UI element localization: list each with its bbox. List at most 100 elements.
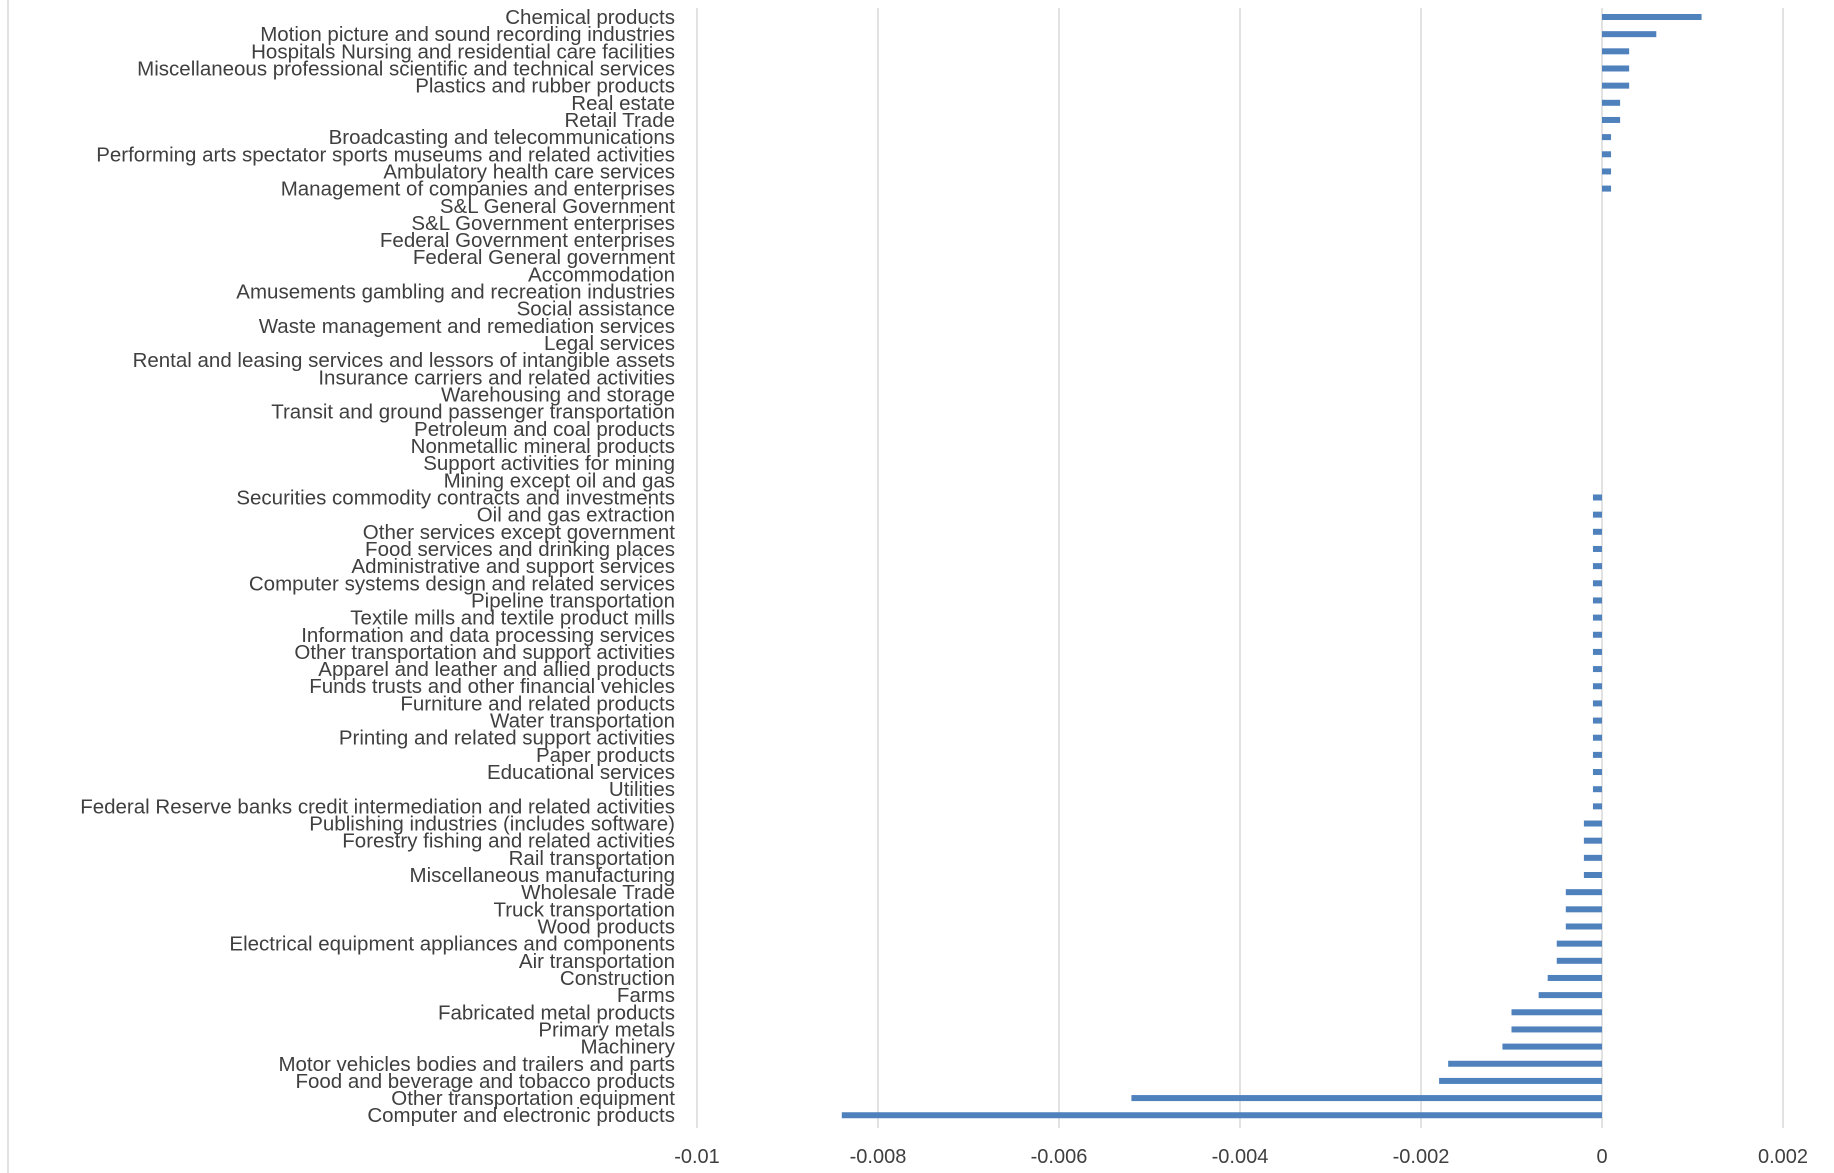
category-label: Water transportation (490, 710, 675, 733)
bar (1602, 99, 1621, 106)
bar (1592, 563, 1602, 570)
bar (1592, 511, 1602, 518)
category-label: Hospitals Nursing and residential care f… (251, 40, 675, 63)
category-label: Plastics and rubber products (415, 75, 675, 98)
bar (1592, 803, 1602, 810)
x-tick-label: -0.004 (1212, 1146, 1269, 1168)
category-label: Electrical equipment appliances and comp… (229, 933, 675, 956)
x-axis-tick-labels: -0.01 -0.008 -0.006 -0.004 -0.002 0 0.002 (674, 1146, 1808, 1168)
bar (1592, 494, 1602, 501)
bar (1538, 992, 1602, 999)
category-label: Chemical products (505, 6, 675, 29)
category-label: Motion picture and sound recording indus… (260, 23, 675, 46)
category-label: Rail transportation (509, 847, 675, 870)
bar (1592, 614, 1602, 621)
x-tick-label: 0.002 (1758, 1146, 1808, 1168)
category-label: Social assistance (517, 298, 675, 321)
category-label: Other transportation equipment (391, 1087, 675, 1110)
category-label: Warehousing and storage (441, 384, 675, 407)
bar (1592, 734, 1602, 741)
bar (1602, 185, 1612, 192)
category-label: Legal services (544, 332, 675, 355)
category-label: Amusements gambling and recreation indus… (236, 281, 675, 304)
bar (1583, 837, 1602, 844)
category-label: Primary metals (538, 1018, 675, 1041)
bar (1602, 168, 1612, 175)
category-label: Retail Trade (564, 109, 675, 132)
gridlines (696, 8, 1784, 1128)
category-label: Food services and drinking places (365, 538, 675, 561)
bar (1602, 65, 1630, 72)
bar (1602, 48, 1630, 55)
bar (1592, 631, 1602, 638)
category-label: Accommodation (528, 263, 675, 286)
category-label: Securities commodity contracts and inves… (236, 486, 675, 509)
bar (1592, 751, 1602, 758)
bar (1556, 940, 1602, 947)
bar (1592, 545, 1602, 552)
category-label: Petroleum and coal products (414, 418, 675, 441)
bar (1565, 923, 1602, 930)
category-label: Miscellaneous manufacturing (410, 864, 676, 887)
bar (1439, 1077, 1602, 1084)
category-label: Rental and leasing services and lessors … (133, 349, 675, 372)
category-label: Educational services (487, 761, 675, 784)
category-label: Miscellaneous professional scientific an… (137, 57, 675, 80)
category-label: Oil and gas extraction (477, 504, 675, 527)
category-label: Furniture and related products (400, 692, 675, 715)
bar (1602, 14, 1702, 20)
bar (1131, 1095, 1602, 1102)
bar (1592, 683, 1602, 690)
category-label: Ambulatory health care services (383, 160, 675, 183)
bar (1592, 580, 1602, 587)
bar (1592, 717, 1602, 724)
bar (1592, 648, 1602, 655)
category-label: Broadcasting and telecommunications (329, 126, 675, 149)
category-label: Fabricated metal products (438, 1001, 675, 1024)
category-label: Real estate (571, 92, 675, 115)
bar (841, 1112, 1602, 1119)
bar (1511, 1009, 1602, 1016)
bar (1592, 597, 1602, 604)
x-tick-label: -0.008 (850, 1146, 907, 1168)
category-label: Information and data processing services (301, 624, 675, 647)
category-label: Apparel and leather and allied products (318, 658, 675, 681)
bar (1565, 889, 1602, 896)
bar (1592, 666, 1602, 673)
category-label: Federal Reserve banks credit intermediat… (80, 795, 675, 818)
bar (1583, 854, 1602, 861)
category-label: Utilities (609, 778, 675, 801)
bar (1602, 134, 1612, 141)
category-label: Insurance carriers and related activitie… (318, 366, 675, 389)
category-label: Wholesale Trade (521, 881, 675, 904)
category-label: Pipeline transportation (471, 589, 675, 612)
category-label: Mining except oil and gas (444, 469, 675, 492)
bar (1592, 786, 1602, 793)
bar (1511, 1026, 1602, 1033)
category-label: Transit and ground passenger transportat… (271, 401, 675, 424)
category-label: Nonmetallic mineral products (411, 435, 675, 458)
category-label: Motor vehicles bodies and trailers and p… (278, 1053, 675, 1076)
x-tick-label: -0.002 (1393, 1146, 1450, 1168)
category-label: Truck transportation (493, 898, 675, 921)
bar (1556, 957, 1602, 964)
category-label: Textile mills and textile product mills (350, 607, 675, 630)
category-label: Wood products (537, 915, 675, 938)
bar (1565, 906, 1602, 913)
category-label: Computer and electronic products (367, 1104, 675, 1127)
category-label: Federal General government (413, 246, 675, 269)
bar (1583, 820, 1602, 827)
category-label: Other transportation and support activit… (294, 641, 675, 664)
category-label: Air transportation (519, 950, 675, 973)
category-label: Farms (617, 984, 675, 1007)
category-label: Performing arts spectator sports museums… (96, 143, 675, 166)
x-tick-label: -0.01 (674, 1146, 720, 1168)
bar (1547, 974, 1602, 981)
bar (1602, 116, 1621, 123)
bar (1502, 1043, 1602, 1050)
bar (1592, 700, 1602, 707)
bar (1592, 769, 1602, 776)
